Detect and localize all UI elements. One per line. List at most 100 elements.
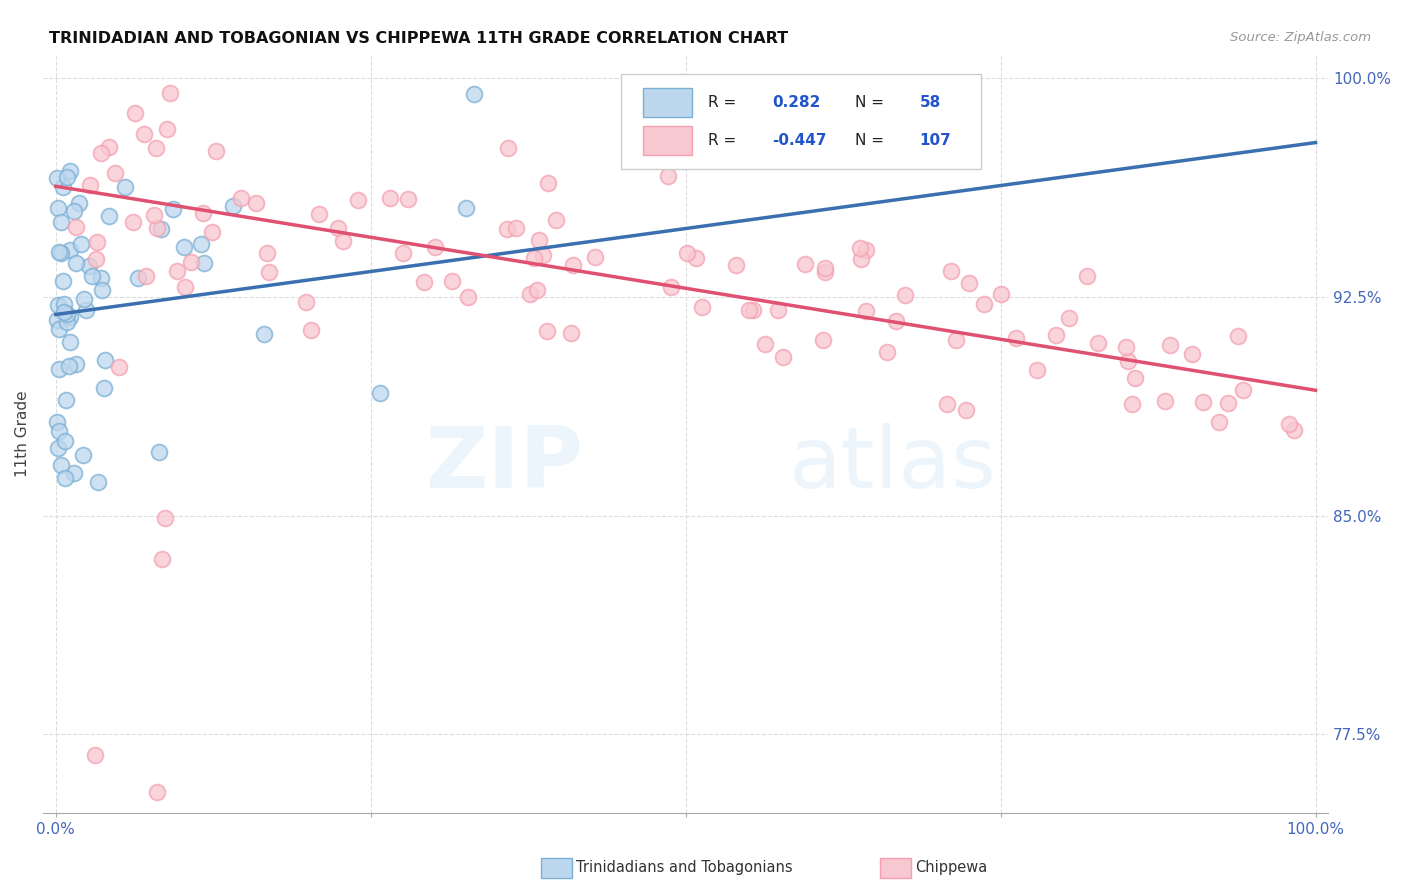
Point (159, 87, 181, 101)
Point (1227, 329, 1250, 343)
Point (204, 144, 226, 158)
Point (122, 215, 145, 229)
Point (77, 259, 100, 273)
Point (1192, 394, 1215, 409)
Point (162, 202, 184, 216)
Point (457, 289, 479, 303)
Point (49, 458, 72, 473)
Point (332, 234, 354, 248)
Point (1159, 338, 1181, 352)
Point (526, 283, 548, 297)
Point (894, 288, 917, 302)
Point (496, 221, 519, 235)
Text: 0.282: 0.282 (772, 95, 820, 111)
Point (52, 180, 75, 194)
Text: R =: R = (707, 95, 735, 111)
Point (326, 221, 349, 235)
Point (58, 359, 80, 374)
Point (562, 258, 585, 272)
Text: Trinidadians and Tobagonians: Trinidadians and Tobagonians (576, 860, 793, 874)
Text: R =: R = (707, 133, 735, 148)
Text: -0.447: -0.447 (772, 133, 827, 148)
Point (46, 312, 69, 326)
Point (256, 246, 278, 260)
Point (146, 221, 169, 235)
Text: N =: N = (855, 95, 884, 111)
Point (1121, 397, 1143, 411)
Point (48, 298, 70, 312)
Point (754, 337, 776, 351)
Point (533, 248, 555, 262)
Point (108, 359, 131, 374)
Point (53, 471, 76, 485)
Point (201, 225, 224, 239)
Point (955, 402, 977, 417)
Point (523, 251, 546, 265)
Point (945, 333, 967, 347)
Point (55, 392, 77, 407)
Point (49, 215, 72, 229)
Y-axis label: 11th Grade: 11th Grade (15, 391, 30, 477)
Point (855, 244, 877, 258)
Point (93, 353, 115, 368)
Point (456, 201, 478, 215)
Point (145, 141, 167, 155)
Point (90, 271, 112, 285)
Point (657, 169, 679, 183)
Point (253, 327, 276, 342)
Text: N =: N = (855, 133, 884, 148)
Point (768, 303, 790, 318)
Point (546, 213, 568, 227)
Point (58, 310, 80, 325)
Point (89, 145, 111, 160)
Point (412, 275, 434, 289)
Bar (644, 127, 692, 155)
Point (738, 303, 761, 318)
Point (135, 268, 157, 283)
Point (583, 250, 606, 264)
Point (441, 275, 464, 289)
Point (536, 324, 558, 338)
Point (1181, 347, 1204, 361)
Point (941, 263, 963, 277)
Point (65, 219, 87, 234)
Bar (644, 88, 692, 117)
Point (378, 191, 401, 205)
Text: atlas: atlas (789, 423, 997, 506)
Point (150, 552, 173, 566)
Point (935, 397, 957, 411)
Point (851, 252, 873, 266)
Point (724, 258, 747, 272)
Point (884, 314, 907, 328)
Point (91, 284, 114, 298)
Point (772, 350, 794, 364)
Point (1005, 331, 1028, 345)
Point (1216, 395, 1239, 409)
Point (48, 425, 70, 439)
Point (67, 196, 90, 211)
Point (98, 140, 121, 154)
Point (1123, 371, 1146, 385)
Point (1154, 394, 1177, 409)
Point (676, 245, 699, 260)
Point (855, 304, 877, 318)
Point (148, 444, 170, 458)
Text: TRINIDADIAN AND TOBAGONIAN VS CHIPPEWA 11TH GRADE CORRELATION CHART: TRINIDADIAN AND TOBAGONIAN VS CHIPPEWA 1… (49, 31, 789, 46)
Point (1232, 383, 1254, 397)
Point (1076, 268, 1098, 283)
Point (75, 302, 97, 317)
Point (742, 302, 765, 317)
Point (127, 271, 149, 285)
Point (347, 194, 370, 208)
Point (82, 269, 104, 284)
Point (48, 201, 70, 215)
Point (957, 276, 980, 290)
Point (690, 300, 713, 314)
Point (794, 257, 817, 271)
Point (65, 357, 87, 371)
Text: 107: 107 (920, 133, 952, 148)
Point (62, 203, 84, 218)
Point (193, 256, 215, 270)
Point (814, 265, 837, 279)
Point (221, 199, 243, 213)
